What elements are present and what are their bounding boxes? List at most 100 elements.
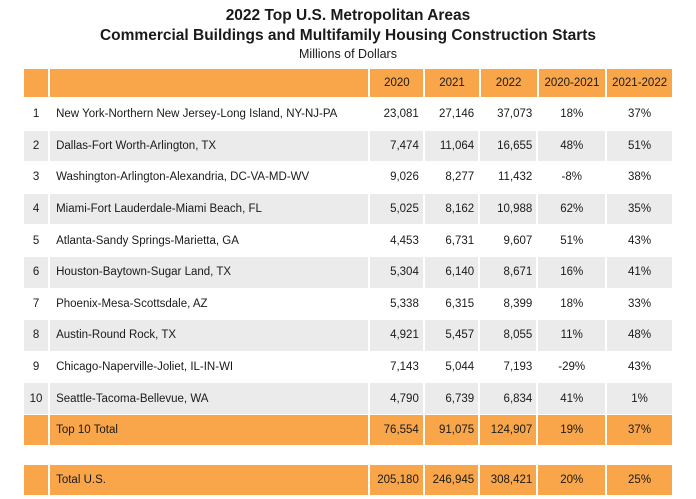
change-2020-2021-cell: 20% [538, 464, 606, 495]
metro-cell: Dallas-Fort Worth-Arlington, TX [50, 130, 368, 162]
value-2020-cell: 23,081 [369, 99, 423, 130]
change-2021-2022-cell: 48% [607, 320, 672, 351]
spacer [24, 445, 672, 465]
value-2021-cell: 6,739 [424, 383, 479, 414]
value-2022-cell: 8,671 [480, 256, 537, 288]
table-row: 5 Atlanta-Sandy Springs-Marietta, GA 4,4… [24, 225, 672, 257]
change-2021-2022-cell: 43% [607, 225, 672, 256]
value-2021-cell: 246,945 [424, 464, 479, 495]
top-10-total-row: Top 10 Total 76,554 91,075 124,907 19% 3… [24, 414, 672, 445]
value-2020-cell: 4,921 [369, 320, 423, 351]
change-2021-2022-cell: 38% [607, 162, 672, 193]
table-row: 9 Chicago-Naperville-Joliet, IL-IN-WI 7,… [24, 351, 672, 384]
table-row: 7 Phoenix-Mesa-Scottsdale, AZ 5,338 6,31… [24, 288, 672, 321]
change-2020-2021-cell: 51% [538, 225, 606, 256]
value-2021-cell: 8,277 [424, 162, 479, 193]
value-2022-cell: 16,655 [480, 130, 537, 162]
value-2020-cell: 205,180 [369, 464, 423, 495]
metro-cell: Austin-Round Rock, TX [50, 320, 368, 351]
rank-cell: 2 [24, 130, 49, 162]
change-2021-2022-cell: 1% [607, 383, 672, 414]
value-2020-cell: 5,025 [369, 193, 423, 225]
units-label: Millions of Dollars [299, 47, 397, 61]
rank-cell: 10 [24, 383, 49, 414]
title: 2022 Top U.S. Metropolitan Areas [225, 7, 471, 24]
value-2021-cell: 11,064 [424, 130, 479, 162]
value-2020-cell: 9,026 [369, 162, 423, 193]
metro-cell: Atlanta-Sandy Springs-Marietta, GA [50, 225, 368, 256]
change-2020-2021-cell: -29% [538, 351, 606, 383]
header-rank [24, 69, 49, 97]
metro-cell: Chicago-Naperville-Joliet, IL-IN-WI [50, 351, 368, 383]
change-2020-2021-cell: -8% [538, 162, 606, 193]
change-2021-2022-cell: 37% [607, 99, 672, 130]
value-2021-cell: 5,457 [424, 320, 479, 351]
change-2020-2021-cell: 11% [538, 320, 606, 351]
table-row: 6 Houston-Baytown-Sugar Land, TX 5,304 6… [24, 256, 672, 289]
table-row: 8 Austin-Round Rock, TX 4,921 5,457 8,05… [24, 320, 672, 352]
value-2022-cell: 9,607 [480, 225, 537, 256]
metro-cell: Miami-Fort Lauderdale-Miami Beach, FL [50, 193, 368, 225]
change-2021-2022-cell: 37% [607, 414, 672, 445]
metro-cell: New York-Northern New Jersey-Long Island… [50, 99, 368, 130]
subtitle: Commercial Buildings and Multifamily Hou… [99, 27, 597, 44]
header-2021: 2021 [425, 69, 479, 97]
table-row: 2 Dallas-Fort Worth-Arlington, TX 7,474 … [24, 130, 672, 163]
value-2021-cell: 6,315 [424, 288, 479, 320]
rank-cell: 4 [24, 193, 49, 225]
change-2020-2021-cell: 19% [538, 414, 606, 445]
rank-cell: 1 [24, 99, 49, 130]
metro-cell: Washington-Arlington-Alexandria, DC-VA-M… [50, 162, 368, 193]
us-total-label: Total U.S. [50, 464, 368, 495]
value-2020-cell: 5,304 [369, 256, 423, 288]
rank-cell: 5 [24, 225, 49, 256]
value-2020-cell: 4,453 [369, 225, 423, 256]
change-2020-2021-cell: 41% [538, 383, 606, 414]
metro-cell: Houston-Baytown-Sugar Land, TX [50, 256, 368, 288]
change-2021-2022-cell: 43% [607, 351, 672, 383]
table-row: 3 Washington-Arlington-Alexandria, DC-VA… [24, 162, 672, 194]
change-2021-2022-cell: 41% [607, 256, 672, 288]
header-metro [50, 69, 369, 97]
value-2022-cell: 8,399 [480, 288, 537, 320]
value-2021-cell: 6,731 [424, 225, 479, 256]
rank-cell [24, 464, 49, 495]
title-block: 2022 Top U.S. Metropolitan Areas Commerc… [0, 6, 696, 62]
rank-cell: 3 [24, 162, 49, 193]
header-2021-2022: 2021-2022 [607, 69, 672, 97]
change-2020-2021-cell: 62% [538, 193, 606, 225]
value-2022-cell: 308,421 [480, 464, 537, 495]
value-2022-cell: 124,907 [480, 414, 537, 445]
value-2020-cell: 5,338 [369, 288, 423, 320]
rank-cell: 9 [24, 351, 49, 383]
change-2021-2022-cell: 35% [607, 193, 672, 225]
header-row: 2020 2021 2022 2020-2021 2021-2022 [24, 69, 672, 97]
metro-cell: Seattle-Tacoma-Bellevue, WA [50, 383, 368, 414]
change-2021-2022-cell: 33% [607, 288, 672, 320]
change-2020-2021-cell: 16% [538, 256, 606, 288]
metro-cell: Phoenix-Mesa-Scottsdale, AZ [50, 288, 368, 320]
top-10-total-label: Top 10 Total [50, 414, 368, 445]
header-2020-2021: 2020-2021 [538, 69, 606, 97]
header-2022: 2022 [480, 69, 537, 97]
us-total-row: Total U.S. 205,180 246,945 308,421 20% 2… [24, 464, 672, 495]
value-2021-cell: 5,044 [424, 351, 479, 383]
change-2021-2022-cell: 25% [607, 464, 672, 495]
value-2022-cell: 10,988 [480, 193, 537, 225]
rank-cell: 7 [24, 288, 49, 320]
value-2021-cell: 8,162 [424, 193, 479, 225]
table-row: 4 Miami-Fort Lauderdale-Miami Beach, FL … [24, 193, 672, 226]
rank-cell: 6 [24, 256, 49, 288]
value-2021-cell: 27,146 [424, 99, 479, 130]
change-2021-2022-cell: 51% [607, 130, 672, 162]
value-2022-cell: 6,834 [480, 383, 537, 414]
rank-cell [24, 414, 49, 445]
value-2020-cell: 7,474 [369, 130, 423, 162]
change-2020-2021-cell: 48% [538, 130, 606, 162]
value-2020-cell: 76,554 [369, 414, 423, 445]
value-2022-cell: 8,055 [480, 320, 537, 351]
table-row: 10 Seattle-Tacoma-Bellevue, WA 4,790 6,7… [24, 383, 672, 415]
value-2022-cell: 7,193 [480, 351, 537, 383]
change-2020-2021-cell: 18% [538, 288, 606, 320]
rank-cell: 8 [24, 320, 49, 351]
